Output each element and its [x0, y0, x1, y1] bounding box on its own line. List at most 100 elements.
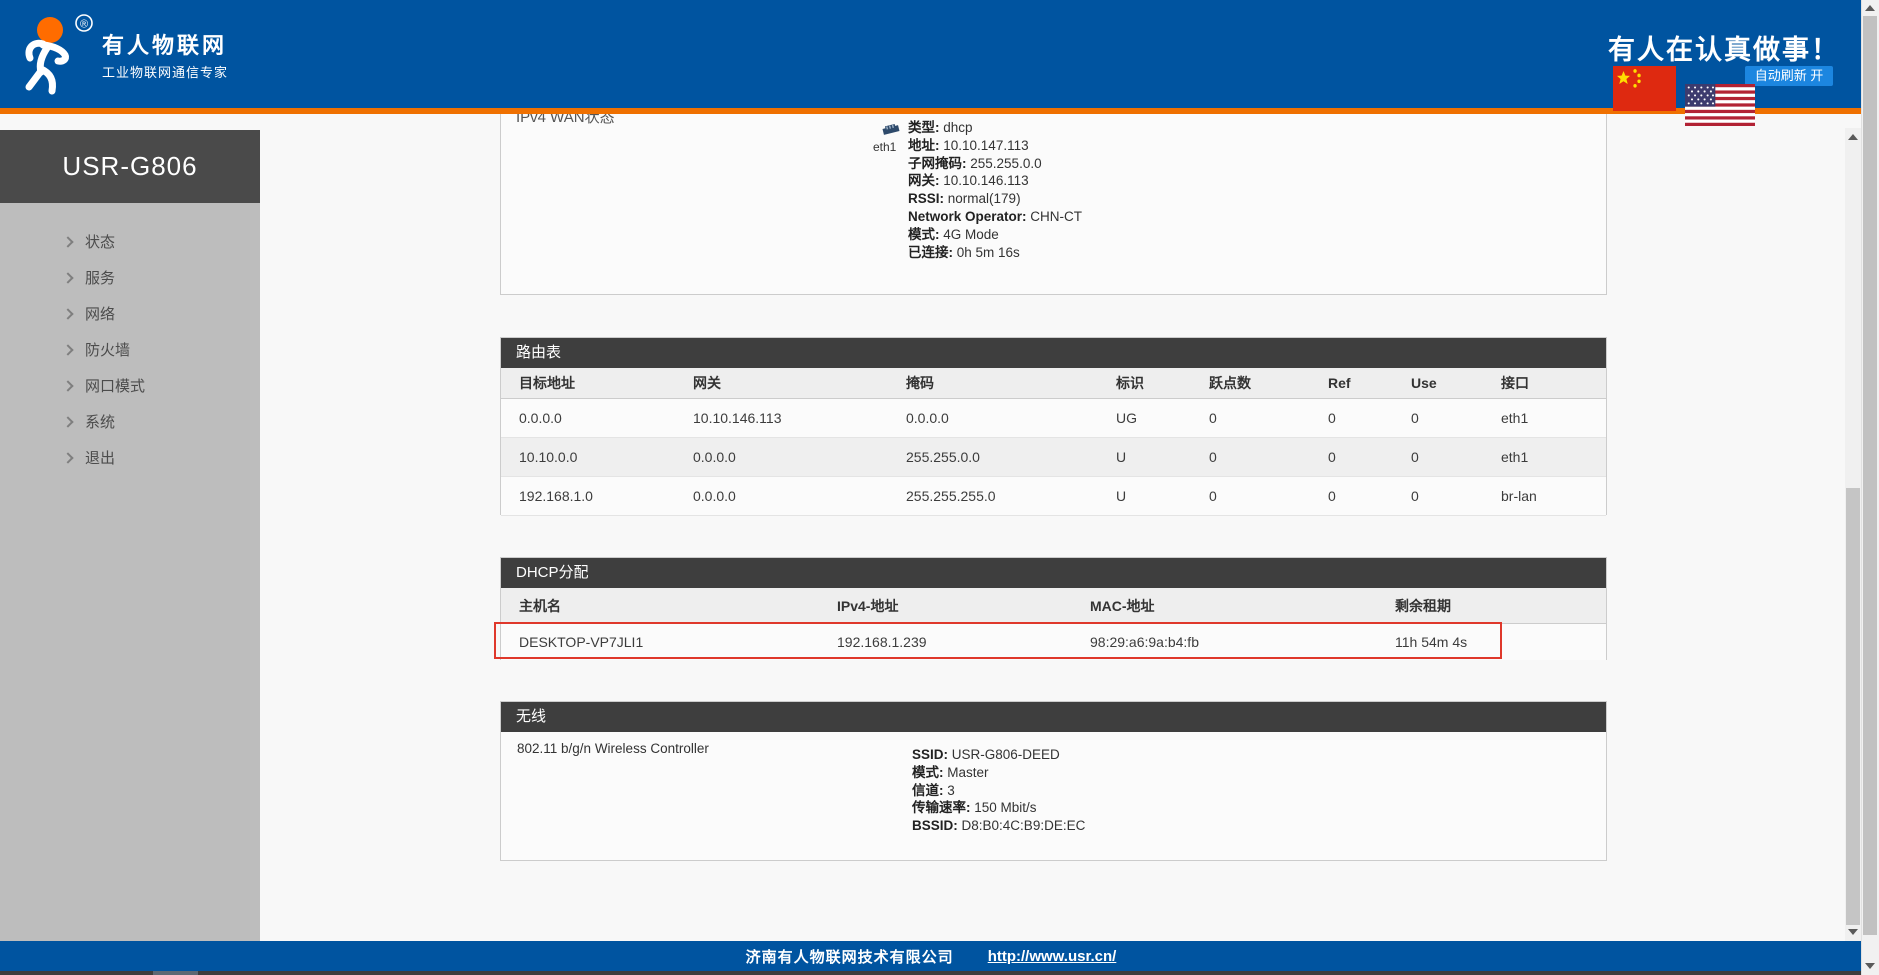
horizontal-scrollbar-thumb[interactable] [153, 971, 198, 975]
field-label: 模式: [908, 226, 940, 242]
wireless-panel: 无线 802.11 b/g/n Wireless Controller SSID… [500, 701, 1607, 861]
sidebar-item-system[interactable]: 系统 [0, 405, 260, 441]
device-name: USR-G806 [0, 130, 260, 203]
cell: 192.168.1.0 [519, 488, 593, 504]
cell: 0.0.0.0 [519, 410, 562, 426]
cell: 0 [1328, 410, 1336, 426]
browser-scroll-up-icon[interactable] [1865, 5, 1875, 11]
cell: br-lan [1501, 488, 1537, 504]
logo-title: 有人物联网 [102, 33, 228, 58]
routing-table-title: 路由表 [501, 338, 1606, 368]
chevron-right-icon [62, 416, 74, 428]
cell: 0 [1411, 449, 1419, 465]
cell: U [1116, 449, 1127, 465]
wan-field: Network Operator: CHN-CT [908, 208, 1082, 226]
chevron-right-icon [62, 380, 74, 392]
table-row: 192.168.1.0 0.0.0.0 255.255.255.0 U 0 0 … [501, 477, 1606, 516]
field-value: Master [947, 764, 989, 780]
field-value: 10.10.146.113 [943, 173, 1029, 189]
cell: 0 [1209, 488, 1217, 504]
chevron-right-icon [62, 308, 74, 320]
cell: 0 [1411, 488, 1419, 504]
sidebar-item-label: 状态 [85, 234, 116, 251]
cell: DESKTOP-VP7JLI1 [519, 634, 644, 650]
sidebar-nav: 状态 服务 网络 防火墙 网口模式 系统 退出 [0, 203, 260, 941]
sidebar-item-services[interactable]: 服务 [0, 261, 260, 297]
chevron-right-icon [62, 236, 74, 248]
cell: 255.255.0.0 [906, 449, 980, 465]
wireless-field: 模式: Master [912, 764, 1085, 782]
field-value: 10.10.147.113 [943, 137, 1029, 153]
wireless-field: 传输速率: 150 Mbit/s [912, 799, 1085, 817]
footer-website-link[interactable]: http://www.usr.cn/ [987, 947, 1117, 965]
column-header: 接口 [1501, 375, 1529, 391]
chevron-right-icon [62, 272, 74, 284]
browser-scrollbar-thumb[interactable] [1863, 16, 1877, 935]
sidebar-item-port-mode[interactable]: 网口模式 [0, 369, 260, 405]
sidebar-item-status[interactable]: 状态 [0, 225, 260, 261]
browser-scroll-down-icon[interactable] [1865, 963, 1875, 969]
chevron-right-icon [62, 344, 74, 356]
wireless-controller-label: 802.11 b/g/n Wireless Controller [517, 741, 709, 756]
field-label: 传输速率: [912, 800, 971, 816]
wan-field: 地址: 10.10.147.113 [908, 137, 1082, 155]
field-value: USR-G806-DEED [951, 747, 1060, 762]
column-header: Use [1411, 375, 1437, 391]
wan-field: 子网掩码: 255.255.0.0 [908, 155, 1082, 173]
wan-field: 类型: dhcp [908, 119, 1082, 137]
column-header: MAC-地址 [1090, 597, 1155, 614]
dhcp-panel-title: DHCP分配 [501, 558, 1606, 588]
field-label: 子网掩码: [908, 155, 967, 171]
chevron-right-icon [62, 452, 74, 464]
cell: 0 [1209, 410, 1217, 426]
field-label: 模式: [912, 764, 944, 780]
header-bar [0, 0, 1879, 108]
content-scroll-up-icon[interactable] [1848, 134, 1858, 140]
sidebar-item-firewall[interactable]: 防火墙 [0, 333, 260, 369]
sidebar-item-network[interactable]: 网络 [0, 297, 260, 333]
field-label: SSID: [912, 747, 949, 762]
cell: U [1116, 488, 1127, 504]
cell: 0 [1411, 410, 1419, 426]
dhcp-header-row: 主机名 IPv4-地址 MAC-地址 剩余租期 [501, 588, 1606, 624]
content-scroll-down-icon[interactable] [1848, 929, 1858, 935]
column-header: 目标地址 [519, 375, 575, 391]
field-label: RSSI: [908, 191, 945, 207]
column-header: Ref [1328, 375, 1351, 391]
cell: 0 [1209, 449, 1217, 465]
content-scrollbar-thumb[interactable] [1846, 488, 1860, 925]
cell: 0 [1328, 488, 1336, 504]
wan-field: 已连接: 0h 5m 16s [908, 244, 1082, 262]
field-value: D8:B0:4C:B9:DE:EC [961, 818, 1086, 834]
wireless-field: BSSID: D8:B0:4C:B9:DE:EC [912, 817, 1085, 835]
column-header: IPv4-地址 [837, 597, 899, 614]
field-value: 4G Mode [943, 226, 999, 242]
field-label: Network Operator: [908, 208, 1027, 224]
field-label: BSSID: [912, 818, 958, 834]
wan-status-panel: IPv4 WAN状态 eth1 类型: dhcp 地址: 10.10.147.1… [500, 114, 1607, 295]
cell: 192.168.1.239 [837, 634, 927, 650]
wan-interface-label: eth1 [873, 140, 897, 154]
svg-text:®: ® [80, 19, 88, 31]
wan-panel-title: IPv4 WAN状态 [516, 114, 615, 126]
field-value: 150 Mbit/s [974, 800, 1037, 816]
sidebar-item-label: 服务 [85, 270, 116, 287]
field-value: 255.255.0.0 [970, 155, 1042, 171]
sidebar-item-logout[interactable]: 退出 [0, 441, 260, 477]
field-value: dhcp [943, 120, 973, 135]
field-value: 3 [947, 782, 955, 798]
horizontal-scrollbar[interactable] [0, 971, 1862, 975]
wan-field: 模式: 4G Mode [908, 226, 1082, 244]
wan-fields: 类型: dhcp 地址: 10.10.147.113 子网掩码: 255.255… [908, 119, 1082, 261]
cell: 0.0.0.0 [693, 488, 736, 504]
dhcp-panel: DHCP分配 主机名 IPv4-地址 MAC-地址 剩余租期 DESKTOP-V… [500, 557, 1607, 660]
table-row: 10.10.0.0 0.0.0.0 255.255.0.0 U 0 0 0 et… [501, 438, 1606, 477]
auto-refresh-toggle-button[interactable]: 自动刷新 开 [1745, 66, 1833, 86]
wan-field: 网关: 10.10.146.113 [908, 172, 1082, 190]
cell: 0.0.0.0 [906, 410, 949, 426]
sidebar-item-label: 系统 [85, 414, 116, 431]
cell: eth1 [1501, 449, 1529, 465]
cell: 98:29:a6:9a:b4:fb [1090, 634, 1199, 650]
wireless-panel-title: 无线 [501, 702, 1606, 732]
field-value: normal(179) [947, 191, 1021, 207]
